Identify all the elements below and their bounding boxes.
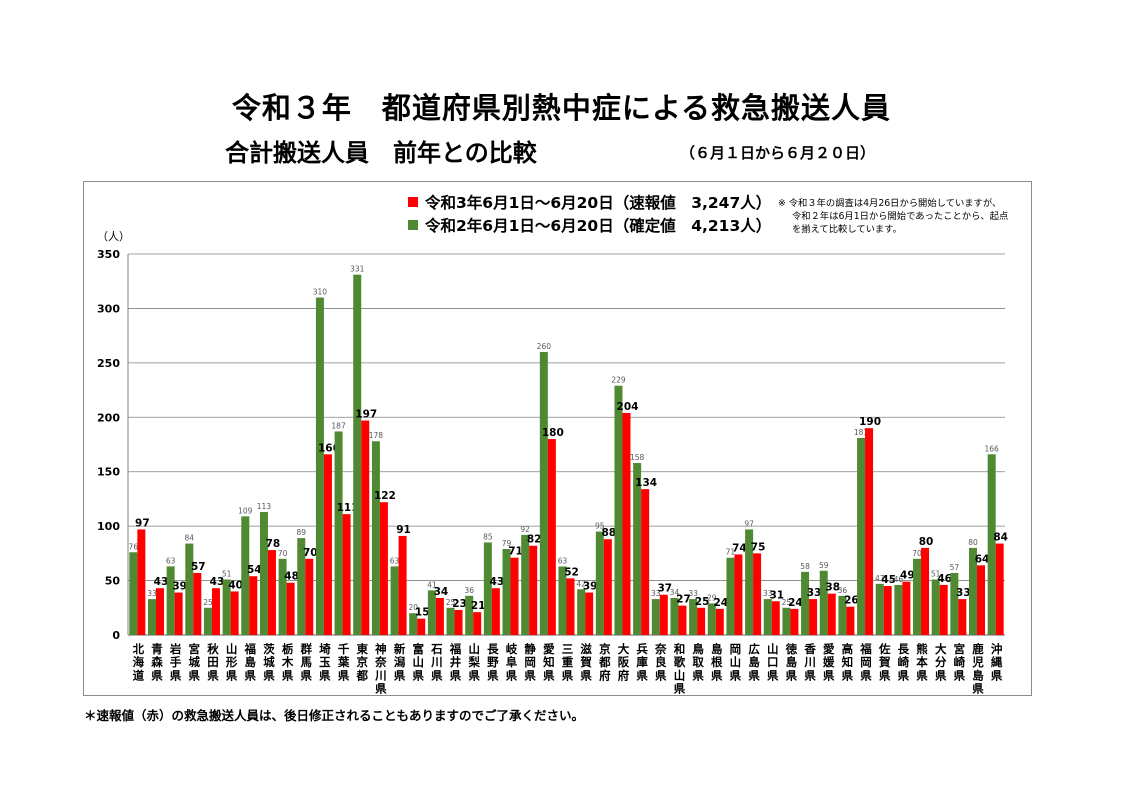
page-subtitle: 合計搬送人員 前年との比較	[225, 139, 537, 167]
period-label: （６月１日から６月２０日）	[680, 144, 876, 162]
note-line-2: 令和２年は6月1日から開始であったことから、起点	[792, 211, 1009, 222]
chart-frame	[83, 181, 1032, 696]
chart-legend: 令和3年6月1日～6月20日（速報値 3,247人） 令和2年6月1日～6月20…	[408, 190, 771, 236]
legend-item-2020: 令和2年6月1日～6月20日（確定値 4,213人）	[408, 213, 771, 236]
chart-note: ※ 令和３年の調査は4月26日から開始していますが、 令和２年は6月1日から開始…	[778, 197, 1008, 236]
footnote: ＊速報値（赤）の救急搬送人員は、後日修正されることもありますのでご了承ください。	[84, 708, 585, 723]
legend-label-2020: 令和2年6月1日～6月20日（確定値 4,213人）	[425, 216, 772, 235]
legend-item-2021: 令和3年6月1日～6月20日（速報値 3,247人）	[408, 190, 771, 213]
page-title: 令和３年 都道府県別熱中症による救急搬送人員	[231, 91, 892, 125]
note-line-3: を揃えて比較しています。	[792, 224, 902, 235]
legend-swatch-red	[408, 196, 418, 207]
legend-swatch-green	[408, 219, 418, 230]
note-line-1: ※ 令和３年の調査は4月26日から開始していますが、	[778, 198, 1002, 209]
legend-label-2021: 令和3年6月1日～6月20日（速報値 3,247人）	[425, 193, 772, 212]
